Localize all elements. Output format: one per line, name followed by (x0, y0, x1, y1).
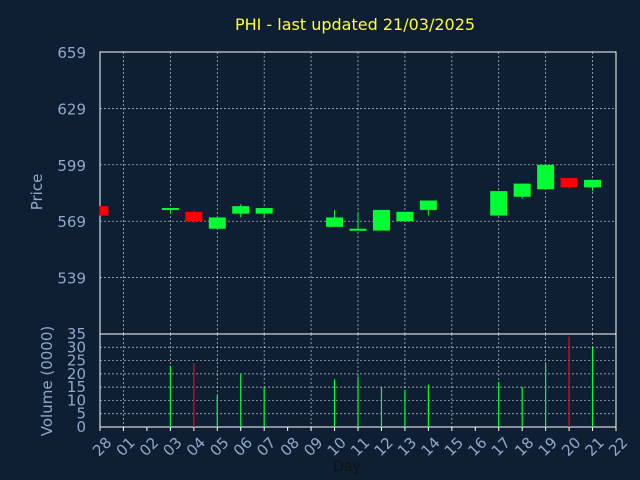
x-tick-label: 20 (558, 434, 584, 460)
candle-body (232, 206, 250, 214)
x-tick-label: 10 (324, 434, 350, 460)
volume-tick-label: 5 (76, 405, 86, 423)
x-tick-label: 19 (535, 434, 561, 460)
x-tick-label: 04 (183, 434, 209, 460)
x-tick-label: 11 (347, 434, 373, 460)
price-axis-label: Price (28, 174, 46, 211)
candle-body (560, 177, 578, 188)
x-axis: 2801020304050607080910111213141516171819… (89, 427, 631, 460)
x-tick-label: 07 (253, 434, 279, 460)
x-tick-label: 01 (113, 434, 139, 460)
volume-tick-label: 30 (67, 338, 86, 356)
candle-body (419, 200, 437, 210)
x-axis-label: Day (333, 459, 361, 475)
x-tick-label: 18 (511, 434, 537, 460)
price-panel: 659 629 599 569 539 (57, 44, 617, 335)
price-tick-label: 599 (57, 157, 86, 175)
x-tick-label: 09 (300, 434, 326, 460)
volume-axis-label: Volume (0000) (38, 326, 56, 436)
candle-body (161, 208, 179, 211)
x-tick-label: 05 (206, 434, 232, 460)
x-tick-label: 13 (394, 434, 420, 460)
candle-body (349, 228, 367, 231)
x-tick-label: 21 (582, 434, 608, 460)
x-tick-label: 06 (230, 434, 256, 460)
candle-body (208, 217, 226, 229)
candle-body (396, 211, 414, 222)
candle-body (372, 209, 390, 231)
x-tick-label: 08 (277, 434, 303, 460)
price-tick-label: 659 (57, 44, 86, 62)
price-tick-label: 539 (57, 270, 86, 288)
candle-body (584, 179, 602, 188)
candle-body (513, 183, 531, 197)
candle-body (100, 206, 109, 216)
candle-body (537, 164, 555, 190)
x-tick-label: 15 (441, 434, 467, 460)
x-tick-label: 17 (488, 434, 514, 460)
candle-body (255, 208, 273, 214)
x-tick-label: 22 (605, 434, 631, 460)
volume-tick-label: 0 (76, 418, 86, 436)
chart-title: PHI - last updated 21/03/2025 (235, 15, 475, 34)
price-tick-label: 569 (57, 213, 86, 231)
candle-body (185, 211, 203, 222)
volume-tick-label: 15 (67, 378, 86, 396)
volume-tick-label: 25 (67, 352, 86, 370)
x-tick-label: 16 (464, 434, 490, 460)
x-tick-label: 28 (89, 434, 115, 460)
volume-tick-label: 10 (67, 391, 86, 409)
x-tick-label: 03 (159, 434, 185, 460)
x-tick-label: 12 (371, 434, 397, 460)
x-tick-label: 14 (417, 434, 443, 460)
candle-body (326, 217, 344, 227)
volume-tick-label: 35 (67, 325, 86, 343)
candle-body (490, 191, 508, 216)
x-tick-label: 02 (136, 434, 162, 460)
price-tick-label: 629 (57, 100, 86, 118)
volume-tick-label: 20 (67, 365, 86, 383)
